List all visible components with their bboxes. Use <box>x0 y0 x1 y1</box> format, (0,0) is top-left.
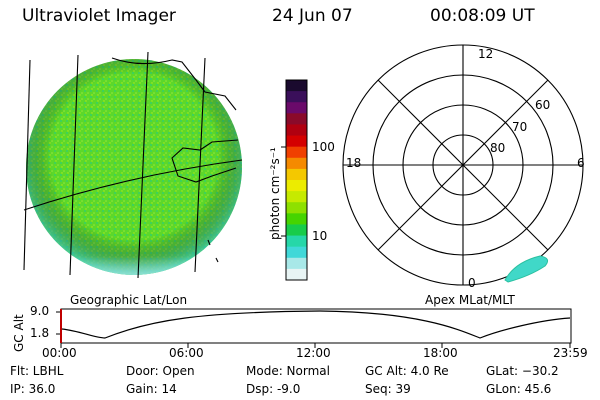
altitude-plot <box>56 308 572 348</box>
seq-info: Seq: 39 <box>365 382 411 396</box>
ip-info: IP: 36.0 <box>10 382 56 396</box>
altitude-axis-label: GC Alt <box>12 314 26 352</box>
time-tick-1200: 12:00 <box>296 346 331 360</box>
door-info: Door: Open <box>126 364 195 378</box>
mlt-label-0: 0 <box>468 276 476 290</box>
colorbar-stripe <box>286 224 307 237</box>
colorbar-unit-label: photon cm⁻²s⁻¹ <box>268 147 282 240</box>
colorbar-stripe <box>286 246 307 259</box>
colorbar-stripe <box>286 257 307 270</box>
colorbar-stripe <box>286 268 307 281</box>
colorbar-stripe <box>286 102 307 114</box>
mlat-label-80: 80 <box>490 141 506 155</box>
colorbar-stripe <box>286 180 307 192</box>
mlat-label-70: 70 <box>512 120 528 134</box>
colorbar-stripe <box>286 202 307 214</box>
geographic-panel-label: Geographic Lat/Lon <box>70 293 188 307</box>
dsp-info: Dsp: -9.0 <box>246 382 301 396</box>
colorbar-tick-10: 10 <box>312 229 328 243</box>
filter-info: Flt: LBHL <box>10 364 64 378</box>
instrument-title: Ultraviolet Imager <box>22 6 176 26</box>
observation-time: 00:08:09 UT <box>430 6 535 26</box>
altitude-tick-1-8: 1.8 <box>30 326 50 340</box>
mlt-label-6: 6 <box>577 156 585 170</box>
colorbar-tick-100: 100 <box>312 140 335 154</box>
colorbar-stripe <box>286 91 307 103</box>
time-tick-0000: 00:00 <box>42 346 77 360</box>
time-tick-0600: 06:00 <box>169 346 204 360</box>
polar-panel-label: Apex MLat/MLT <box>425 293 515 307</box>
altitude-tick-9: 9.0 <box>30 304 50 318</box>
colorbar-stripe <box>286 124 307 137</box>
colorbar-stripe <box>286 191 307 203</box>
colorbar-stripe <box>286 80 307 92</box>
mlt-label-18: 18 <box>346 156 362 170</box>
polar-grid <box>342 44 584 286</box>
colorbar-stripe <box>286 135 307 148</box>
observation-date: 24 Jun 07 <box>272 6 353 26</box>
earth-disk-image <box>26 59 242 275</box>
mlt-label-12: 12 <box>478 47 494 61</box>
color-scale-bar <box>281 79 308 281</box>
colorbar-stripe <box>286 168 307 181</box>
gain-info: Gain: 14 <box>126 382 177 396</box>
colorbar-stripe <box>286 113 307 125</box>
colorbar-stripe <box>286 235 307 248</box>
time-tick-1800: 18:00 <box>423 346 458 360</box>
glat-info: GLat: −30.2 <box>486 364 559 378</box>
geographic-grid <box>23 51 243 279</box>
mode-info: Mode: Normal <box>246 364 330 378</box>
colorbar-stripe <box>286 146 307 159</box>
gc-alt-info: GC Alt: 4.0 Re <box>365 364 449 378</box>
colorbar-stripe <box>286 213 307 225</box>
mlat-label-60: 60 <box>535 98 551 112</box>
auroral-oval-patch <box>504 255 549 283</box>
glon-info: GLon: 45.6 <box>486 382 552 396</box>
colorbar-stripe <box>286 157 307 170</box>
time-tick-2359: 23:59 <box>553 346 588 360</box>
